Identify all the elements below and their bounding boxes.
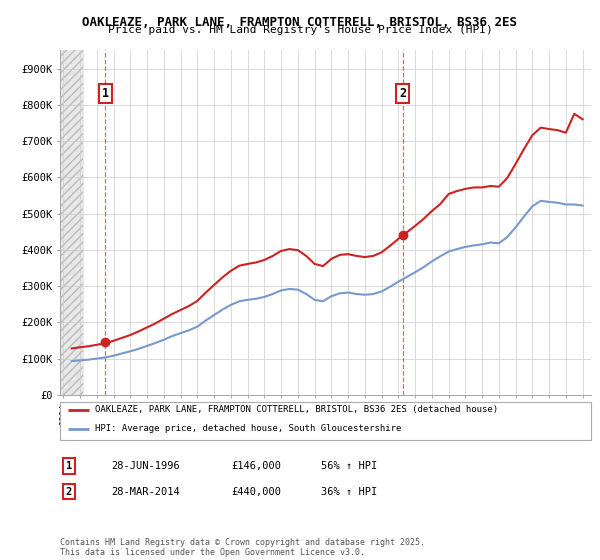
Text: 1: 1 <box>66 461 72 471</box>
Text: 56% ↑ HPI: 56% ↑ HPI <box>321 461 377 471</box>
FancyBboxPatch shape <box>60 402 591 440</box>
Text: £146,000: £146,000 <box>231 461 281 471</box>
Text: 36% ↑ HPI: 36% ↑ HPI <box>321 487 377 497</box>
Text: Price paid vs. HM Land Registry's House Price Index (HPI): Price paid vs. HM Land Registry's House … <box>107 25 493 35</box>
Text: 28-MAR-2014: 28-MAR-2014 <box>111 487 180 497</box>
Text: £440,000: £440,000 <box>231 487 281 497</box>
Text: HPI: Average price, detached house, South Gloucestershire: HPI: Average price, detached house, Sout… <box>95 424 401 433</box>
Text: OAKLEAZE, PARK LANE, FRAMPTON COTTERELL, BRISTOL, BS36 2ES (detached house): OAKLEAZE, PARK LANE, FRAMPTON COTTERELL,… <box>95 405 497 414</box>
Text: 28-JUN-1996: 28-JUN-1996 <box>111 461 180 471</box>
Text: 1: 1 <box>101 87 109 100</box>
Bar <box>60 50 83 395</box>
Text: OAKLEAZE, PARK LANE, FRAMPTON COTTERELL, BRISTOL, BS36 2ES: OAKLEAZE, PARK LANE, FRAMPTON COTTERELL,… <box>83 16 517 29</box>
Bar <box>60 50 83 395</box>
Text: 2: 2 <box>399 87 406 100</box>
Text: 2: 2 <box>66 487 72 497</box>
Text: Contains HM Land Registry data © Crown copyright and database right 2025.
This d: Contains HM Land Registry data © Crown c… <box>60 538 425 557</box>
